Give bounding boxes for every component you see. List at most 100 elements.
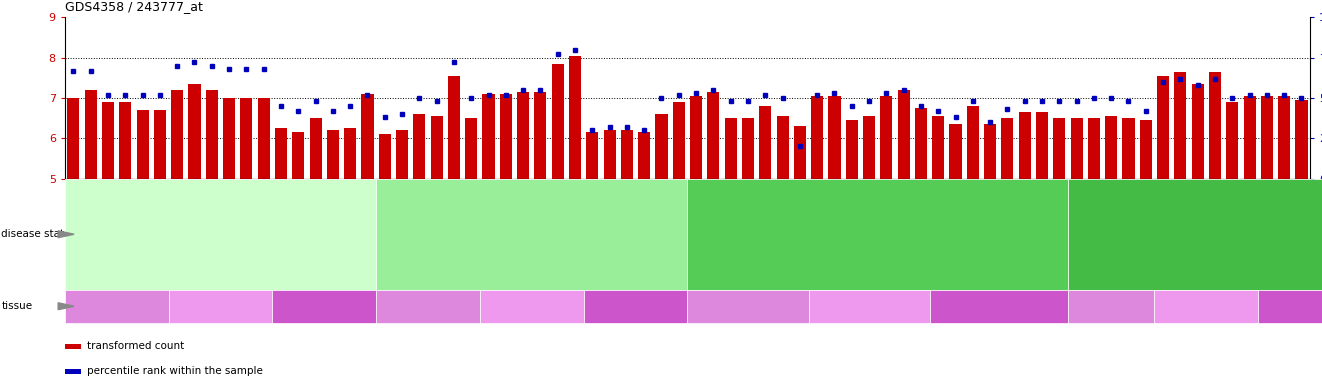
Bar — [568, 56, 582, 179]
Bar — [344, 128, 356, 179]
Text: GSM876905: GSM876905 — [1056, 215, 1062, 253]
Text: GSM876885: GSM876885 — [1212, 215, 1218, 253]
Bar — [448, 76, 460, 179]
Bar — [1054, 118, 1066, 179]
Text: GSM876852: GSM876852 — [970, 215, 976, 253]
Bar — [1278, 96, 1290, 179]
Bar — [206, 90, 218, 179]
Text: Basal ganglia: Basal ganglia — [1081, 302, 1142, 311]
Text: GSM876864: GSM876864 — [209, 215, 214, 253]
Text: Basal ganglia: Basal ganglia — [718, 302, 779, 311]
Text: GSM876894: GSM876894 — [416, 215, 422, 253]
Bar — [241, 98, 253, 179]
Bar — [327, 130, 338, 179]
Text: GSM876895: GSM876895 — [434, 215, 439, 253]
Text: GSM876889: GSM876889 — [123, 215, 128, 253]
Text: GSM876892: GSM876892 — [382, 215, 387, 253]
Text: Frontal cortex: Frontal cortex — [1175, 302, 1237, 311]
Bar — [431, 116, 443, 179]
Text: GSM876884: GSM876884 — [1195, 215, 1200, 253]
Text: GSM876900: GSM876900 — [728, 215, 734, 253]
Bar — [500, 94, 512, 179]
Bar — [1140, 120, 1151, 179]
Text: GSM876875: GSM876875 — [832, 215, 837, 253]
Text: GSM876845: GSM876845 — [607, 215, 612, 253]
Bar — [1122, 118, 1134, 179]
Text: White matter: White matter — [293, 302, 354, 311]
Text: GSM876883: GSM876883 — [1178, 215, 1183, 253]
Text: GSM876871: GSM876871 — [538, 215, 543, 253]
Text: GSM876862: GSM876862 — [175, 215, 180, 253]
Text: GSM876857: GSM876857 — [1229, 215, 1235, 253]
Text: Basal ganglia: Basal ganglia — [86, 302, 147, 311]
Text: GSM876901: GSM876901 — [746, 215, 751, 253]
Text: GSM876899: GSM876899 — [711, 215, 717, 253]
Bar — [397, 130, 408, 179]
Bar — [1157, 76, 1169, 179]
Text: GSM876847: GSM876847 — [641, 215, 646, 253]
Bar — [258, 98, 270, 179]
Text: GSM876907: GSM876907 — [1092, 215, 1096, 253]
Text: GSM876870: GSM876870 — [521, 215, 526, 253]
Bar — [812, 96, 824, 179]
Bar — [863, 116, 875, 179]
Bar — [759, 106, 771, 179]
Bar — [1001, 118, 1014, 179]
Bar — [604, 130, 616, 179]
Text: GSM876882: GSM876882 — [1161, 215, 1166, 253]
Text: GSM876909: GSM876909 — [1126, 215, 1132, 253]
Bar — [1208, 72, 1222, 179]
Text: transformed count: transformed count — [87, 341, 185, 351]
Bar — [829, 96, 841, 179]
Text: GSM876854: GSM876854 — [1005, 215, 1010, 253]
Bar — [656, 114, 668, 179]
Text: GSM876840: GSM876840 — [313, 215, 319, 253]
Bar — [690, 96, 702, 179]
Text: GSM876898: GSM876898 — [694, 215, 698, 253]
Text: HIV: HIV — [522, 229, 541, 239]
Bar — [1088, 118, 1100, 179]
Text: GSM876891: GSM876891 — [157, 215, 163, 253]
Bar — [966, 106, 978, 179]
Bar — [189, 84, 201, 179]
Text: GSM876888: GSM876888 — [106, 215, 111, 253]
Text: GSM876841: GSM876841 — [330, 215, 336, 253]
Bar — [1105, 116, 1117, 179]
Bar — [1296, 100, 1307, 179]
Bar — [1244, 96, 1256, 179]
Text: GSM876842: GSM876842 — [348, 215, 353, 253]
Text: GSM876853: GSM876853 — [988, 215, 993, 253]
Text: GSM876858: GSM876858 — [1247, 215, 1252, 253]
Text: GSM876851: GSM876851 — [953, 215, 958, 253]
Bar — [742, 118, 754, 179]
Bar — [1261, 96, 1273, 179]
Text: GSM876893: GSM876893 — [399, 215, 405, 253]
Bar — [378, 134, 391, 179]
Bar — [361, 94, 374, 179]
Bar — [102, 102, 114, 179]
Bar — [136, 110, 148, 179]
Text: tissue: tissue — [1, 301, 33, 311]
Text: GSM876863: GSM876863 — [192, 215, 197, 253]
Bar — [707, 92, 719, 179]
Text: Frontal cortex: Frontal cortex — [189, 302, 251, 311]
Bar — [1191, 84, 1204, 179]
Bar — [586, 132, 599, 179]
Text: GSM876873: GSM876873 — [572, 215, 578, 253]
Text: GSM876903: GSM876903 — [780, 215, 785, 253]
Text: GSM876849: GSM876849 — [677, 215, 681, 253]
Text: GSM876904: GSM876904 — [797, 215, 802, 253]
Text: White matter: White matter — [605, 302, 666, 311]
Bar — [517, 92, 529, 179]
Bar — [465, 118, 477, 179]
Text: GSM876866: GSM876866 — [243, 215, 249, 253]
Text: GSM876902: GSM876902 — [763, 215, 768, 253]
Text: GSM876880: GSM876880 — [919, 215, 924, 253]
Text: GSM876839: GSM876839 — [296, 215, 301, 253]
Bar — [1036, 112, 1048, 179]
Text: GSM876844: GSM876844 — [590, 215, 595, 253]
Bar — [483, 94, 494, 179]
Text: GSM876896: GSM876896 — [451, 215, 456, 253]
Bar — [119, 102, 131, 179]
Bar — [1227, 102, 1239, 179]
